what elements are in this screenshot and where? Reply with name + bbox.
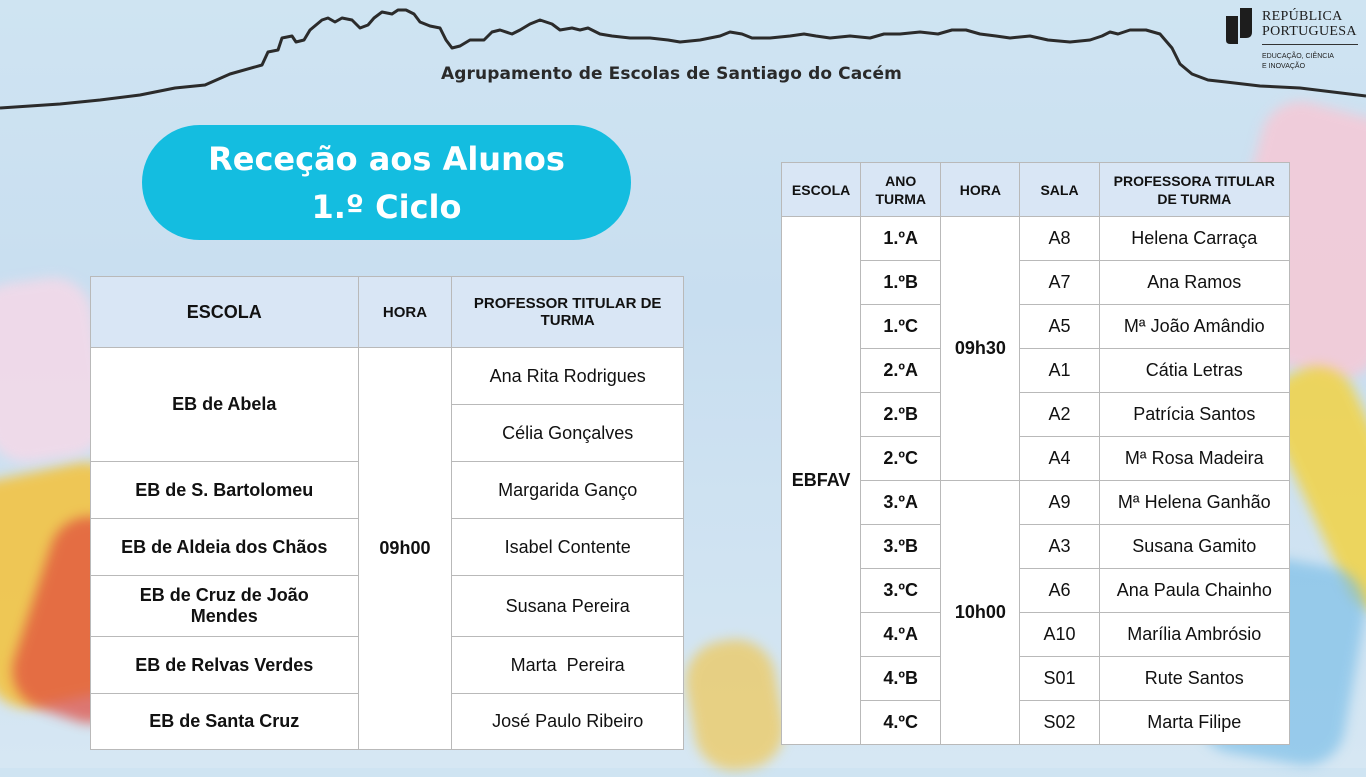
background-decor (679, 633, 791, 777)
sala-cell: A2 (1019, 392, 1100, 437)
teacher-cell: Célia Gonçalves (451, 404, 684, 462)
teacher-cell: Margarida Ganço (451, 461, 684, 519)
schools-schedule-table: ESCOLA HORA PROFESSOR TITULAR DE TURMA E… (90, 276, 684, 750)
teacher-cell: Marília Ambrósio (1098, 612, 1291, 657)
turma-cell: 4.ºB (860, 656, 942, 701)
sala-cell: A10 (1019, 612, 1100, 657)
teacher-cell: Rute Santos (1098, 656, 1291, 701)
title-banner: Receção aos Alunos 1.º Ciclo (142, 125, 631, 240)
turma-cell: 2.ºB (860, 392, 942, 437)
school-cell: EBFAV (780, 216, 862, 745)
sala-cell: A5 (1019, 304, 1100, 349)
school-cell: EB de Cruz de João Mendes (90, 575, 359, 637)
gov-divider (1262, 44, 1358, 45)
turma-cell: 3.ºB (860, 524, 942, 569)
teacher-cell: Marta Filipe (1098, 700, 1291, 745)
teacher-cell: Ana Rita Rodrigues (451, 347, 684, 405)
teacher-cell: Mª Helena Ganhão (1098, 480, 1291, 525)
teacher-cell: Marta Pereira (451, 636, 684, 694)
hora-cell: 10h00 (940, 480, 1021, 745)
title-line-1: Receção aos Alunos (208, 139, 565, 178)
gov-line-1: REPÚBLICA (1262, 9, 1343, 24)
title-line-2: 1.º Ciclo (311, 187, 462, 226)
gov-line-3: EDUCAÇÃO, CIÊNCIA (1262, 53, 1334, 60)
turma-cell: 4.ºC (860, 700, 942, 745)
turma-cell: 1.ºA (860, 216, 942, 261)
school-cell: EB de Relvas Verdes (90, 636, 359, 694)
republic-emblem-icon (1226, 8, 1252, 44)
header-sala: SALA (1019, 162, 1100, 217)
hora-cell: 09h30 (940, 216, 1021, 481)
teacher-cell: José Paulo Ribeiro (451, 693, 684, 750)
header-hora: HORA (357, 276, 453, 348)
header-escola: ESCOLA (90, 276, 359, 348)
sala-cell: A1 (1019, 348, 1100, 393)
sala-cell: S02 (1019, 700, 1100, 745)
sala-cell: A9 (1019, 480, 1100, 525)
teacher-cell: Mª Rosa Madeira (1098, 436, 1291, 481)
school-cell: EB de Santa Cruz (90, 693, 359, 750)
gov-line-4: E INOVAÇÃO (1262, 63, 1306, 70)
skyline-drawing (0, 8, 1366, 110)
header-escola: ESCOLA (780, 162, 862, 217)
teacher-cell: Isabel Contente (451, 518, 684, 576)
gov-line-2: PORTUGUESA (1262, 24, 1357, 39)
teacher-cell: Susana Pereira (451, 575, 684, 637)
school-cell: EB de S. Bartolomeu (90, 461, 359, 519)
turma-cell: 1.ºB (860, 260, 942, 305)
turma-cell: 2.ºA (860, 348, 942, 393)
header-professor: PROFESSOR TITULAR DE TURMA (451, 276, 684, 348)
teacher-cell: Susana Gamito (1098, 524, 1291, 569)
teacher-cell: Ana Paula Chainho (1098, 568, 1291, 613)
school-cell: EB de Abela (90, 347, 359, 462)
hora-cell: 09h00 (357, 347, 453, 750)
turma-cell: 3.ºA (860, 480, 942, 525)
turma-cell: 1.ºC (860, 304, 942, 349)
sala-cell: S01 (1019, 656, 1100, 701)
turma-cell: 4.ºA (860, 612, 942, 657)
sala-cell: A8 (1019, 216, 1100, 261)
sala-cell: A7 (1019, 260, 1100, 305)
school-cell: EB de Aldeia dos Chãos (90, 518, 359, 576)
sala-cell: A4 (1019, 436, 1100, 481)
sala-cell: A6 (1019, 568, 1100, 613)
teacher-cell: Helena Carraça (1098, 216, 1291, 261)
header-professora: PROFESSORA TITULAR DE TURMA (1098, 162, 1291, 217)
turma-cell: 2.ºC (860, 436, 942, 481)
teacher-cell: Patrícia Santos (1098, 392, 1291, 437)
teacher-cell: Cátia Letras (1098, 348, 1291, 393)
sala-cell: A3 (1019, 524, 1100, 569)
turma-cell: 3.ºC (860, 568, 942, 613)
header-hora: HORA (940, 162, 1021, 217)
school-group-name: Agrupamento de Escolas de Santiago do Ca… (441, 64, 902, 84)
header-ano-turma: ANO TURMA (860, 162, 942, 217)
teacher-cell: Ana Ramos (1098, 260, 1291, 305)
ebfav-schedule-table: ESCOLA ANO TURMA HORA SALA PROFESSORA TI… (780, 162, 1291, 745)
teacher-cell: Mª João Amândio (1098, 304, 1291, 349)
